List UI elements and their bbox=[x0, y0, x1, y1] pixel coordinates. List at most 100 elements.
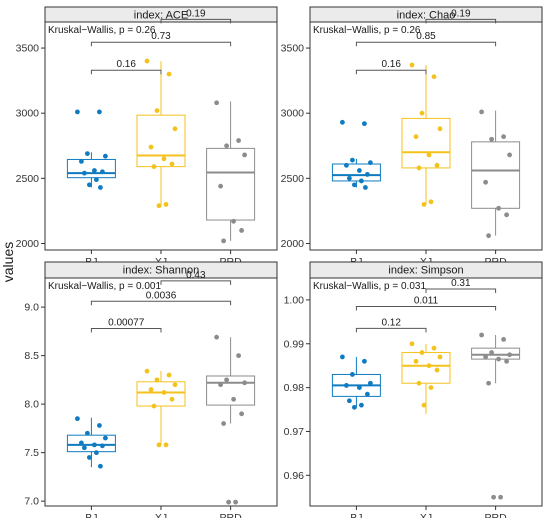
data-point bbox=[166, 71, 172, 77]
kruskal-wallis-label: Kruskal−Wallis, p = 0.031 bbox=[313, 281, 426, 292]
data-point bbox=[426, 363, 432, 369]
data-point bbox=[426, 152, 432, 158]
data-point bbox=[350, 372, 355, 377]
comparison-p-value: 0.011 bbox=[414, 296, 439, 307]
data-point bbox=[161, 156, 167, 162]
data-point bbox=[496, 356, 501, 362]
y-tick-label: 2000 bbox=[16, 238, 40, 250]
data-point bbox=[368, 160, 373, 166]
data-point bbox=[421, 402, 427, 408]
data-point bbox=[214, 334, 220, 340]
data-point bbox=[507, 152, 512, 158]
comparison-bracket bbox=[90, 69, 162, 75]
data-point bbox=[166, 372, 172, 378]
data-point bbox=[483, 179, 488, 185]
data-point bbox=[363, 185, 368, 190]
data-point bbox=[491, 494, 496, 500]
data-point bbox=[169, 161, 175, 167]
data-point bbox=[172, 382, 178, 388]
comparison-bracket bbox=[425, 18, 497, 24]
data-point bbox=[82, 170, 87, 176]
data-point bbox=[496, 205, 501, 211]
comparison-p-value: 0.00077 bbox=[108, 317, 145, 328]
data-point bbox=[347, 398, 352, 404]
data-point bbox=[239, 228, 245, 233]
data-point bbox=[489, 136, 494, 142]
y-tick-label: 3000 bbox=[281, 108, 305, 120]
data-point bbox=[365, 172, 370, 177]
data-point bbox=[504, 358, 509, 364]
data-point bbox=[421, 202, 427, 207]
data-point bbox=[431, 74, 437, 80]
data-point bbox=[434, 367, 440, 373]
data-point bbox=[85, 430, 90, 436]
data-point bbox=[231, 218, 237, 224]
data-point bbox=[486, 380, 491, 386]
data-point bbox=[103, 435, 108, 441]
data-point bbox=[98, 463, 103, 469]
x-tick-label: PRD bbox=[485, 512, 508, 518]
data-point bbox=[98, 185, 103, 190]
data-point bbox=[352, 182, 357, 188]
data-point bbox=[350, 157, 355, 163]
data-point bbox=[94, 450, 99, 456]
y-tick-label: 2000 bbox=[281, 238, 305, 250]
data-point bbox=[169, 396, 175, 402]
data-point bbox=[144, 368, 150, 374]
data-point bbox=[431, 345, 437, 351]
comparison-bracket bbox=[355, 41, 497, 47]
data-point bbox=[97, 423, 102, 428]
facet-title: index: Chao bbox=[397, 10, 456, 22]
data-point bbox=[340, 119, 345, 125]
data-point bbox=[75, 416, 80, 422]
data-point bbox=[359, 178, 364, 184]
box-BJ bbox=[66, 158, 116, 179]
data-point bbox=[352, 404, 357, 410]
data-point bbox=[409, 341, 415, 347]
data-point bbox=[218, 183, 224, 189]
data-point bbox=[224, 377, 230, 383]
x-tick-label: PRD bbox=[220, 512, 243, 518]
x-tick-label: BJ bbox=[350, 512, 362, 518]
x-tick-label: XJ bbox=[420, 512, 432, 518]
data-point bbox=[163, 202, 169, 207]
facet-title: index: Shannon bbox=[123, 265, 199, 277]
data-point bbox=[416, 380, 422, 386]
data-point bbox=[82, 445, 87, 451]
data-point bbox=[428, 199, 434, 205]
data-point bbox=[359, 402, 364, 408]
y-tick-label: 0.97 bbox=[284, 426, 305, 438]
y-tick-label: 0.99 bbox=[284, 338, 305, 350]
box-PRD bbox=[471, 141, 521, 209]
y-tick-label: 9.0 bbox=[24, 302, 39, 314]
y-tick-label: 0.96 bbox=[284, 470, 305, 482]
data-point bbox=[163, 442, 169, 448]
data-point bbox=[154, 108, 160, 113]
data-point bbox=[501, 336, 506, 342]
data-point bbox=[242, 152, 248, 158]
data-point bbox=[221, 238, 227, 244]
data-point bbox=[483, 354, 488, 360]
y-tick-label: 7.0 bbox=[24, 496, 39, 508]
data-point bbox=[504, 212, 509, 218]
comparison-bracket bbox=[90, 327, 162, 333]
comparison-bracket bbox=[355, 69, 427, 75]
x-tick-label: XJ bbox=[155, 512, 167, 518]
data-point bbox=[79, 159, 84, 164]
data-point bbox=[87, 182, 92, 188]
box-BJ bbox=[331, 163, 381, 182]
comparison-bracket bbox=[355, 327, 427, 333]
y-tick-label: 3500 bbox=[281, 43, 305, 55]
data-point bbox=[242, 380, 248, 386]
y-tick-label: 0.98 bbox=[284, 382, 305, 394]
data-point bbox=[214, 100, 220, 106]
data-point bbox=[94, 177, 99, 183]
y-tick-label: 2500 bbox=[281, 173, 305, 185]
comparison-bracket bbox=[160, 18, 232, 24]
data-point bbox=[498, 494, 503, 500]
facet-title: index: ACE bbox=[134, 10, 188, 22]
data-point bbox=[340, 354, 345, 360]
y-tick-label: 3500 bbox=[16, 43, 40, 55]
data-point bbox=[357, 168, 362, 173]
